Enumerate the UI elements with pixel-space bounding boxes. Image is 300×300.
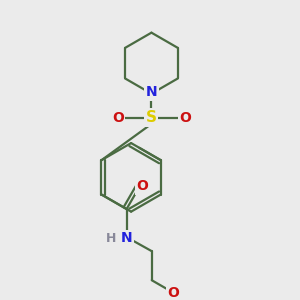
Text: N: N bbox=[146, 85, 157, 99]
Text: O: O bbox=[112, 110, 124, 124]
Text: O: O bbox=[179, 110, 191, 124]
Text: O: O bbox=[167, 286, 179, 300]
Text: O: O bbox=[136, 179, 148, 193]
Text: N: N bbox=[121, 231, 132, 245]
Text: H: H bbox=[106, 232, 117, 244]
Text: S: S bbox=[146, 110, 157, 125]
